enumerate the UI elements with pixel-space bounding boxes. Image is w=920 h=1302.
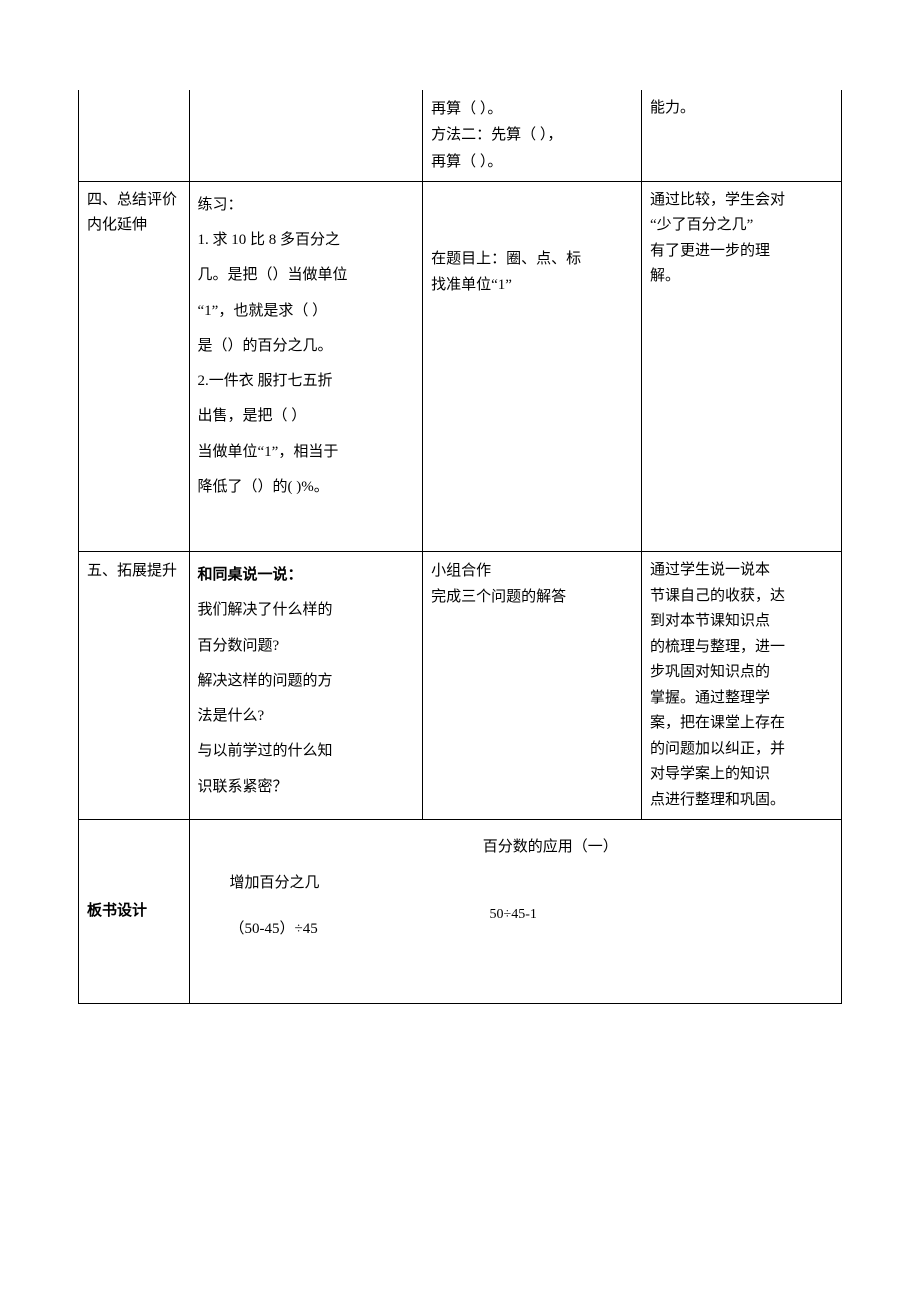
cell-design-intent: 通过比较，学生会对 “少了百分之几” 有了更进一步的理 解。 bbox=[642, 181, 842, 551]
cell-teacher-activity bbox=[189, 90, 423, 181]
text-line: 在题目上：圈、点、标 bbox=[431, 246, 633, 272]
cell-teacher-activity: 练习： 1. 求 10 比 8 多百分之 几。是把（）当做单位 “1”，也就是求… bbox=[189, 181, 423, 551]
text-line: 小组合作 bbox=[431, 558, 633, 584]
text-line: 找准单位“1” bbox=[431, 272, 633, 298]
table-row: 板书设计 百分数的应用（一） 增加百分之几 （50-45）÷45 50÷45-1 bbox=[79, 820, 842, 1004]
text-line-bold: 和同桌说一说： bbox=[198, 558, 415, 593]
text-line: 步巩固对知识点的 bbox=[650, 660, 833, 686]
text-line: 内化延伸 bbox=[87, 213, 181, 239]
text-line: 1. 求 10 比 8 多百分之 bbox=[198, 223, 415, 258]
text-line: 五、拓展提升 bbox=[87, 563, 177, 579]
board-design-label: 板书设计 bbox=[87, 903, 147, 919]
cell-board-label: 板书设计 bbox=[79, 820, 190, 1004]
text-line: 百分数问题? bbox=[198, 629, 415, 664]
text-line: 的问题加以纠正，并 bbox=[650, 737, 833, 763]
text-line: 识联系紧密？ bbox=[198, 770, 415, 805]
text-line: 当做单位“1”，相当于 bbox=[198, 435, 415, 470]
table-row: 四、总结评价 内化延伸 练习： 1. 求 10 比 8 多百分之 几。是把（）当… bbox=[79, 181, 842, 551]
cell-board-content: 百分数的应用（一） 增加百分之几 （50-45）÷45 50÷45-1 bbox=[189, 820, 842, 1004]
text-line: 到对本节课知识点 bbox=[650, 609, 833, 635]
board-title: 百分数的应用（一） bbox=[200, 834, 832, 862]
lesson-plan-table: 再算（ ）。 方法二：先算（ ）， 再算（ ）。 能力。 四、总结评价 内化延伸… bbox=[78, 90, 842, 1004]
text-line: 通过学生说一说本 bbox=[650, 558, 833, 584]
text-line: 我们解决了什么样的 bbox=[198, 593, 415, 628]
cell-stage: 四、总结评价 内化延伸 bbox=[79, 181, 190, 551]
cell-student-activity: 小组合作 完成三个问题的解答 bbox=[423, 552, 642, 820]
text-line: 出售，是把（ ） bbox=[198, 399, 415, 434]
text-line: 再算（ ）。 bbox=[431, 149, 633, 175]
cell-design-intent: 能力。 bbox=[642, 90, 842, 181]
text-line: 解决这样的问题的方 bbox=[198, 664, 415, 699]
cell-teacher-activity: 和同桌说一说： 我们解决了什么样的 百分数问题? 解决这样的问题的方 法是什么?… bbox=[189, 552, 423, 820]
text-line: （50-45）÷45 bbox=[230, 916, 320, 944]
text-line: 能力。 bbox=[650, 100, 695, 116]
text-line: 掌握。通过整理学 bbox=[650, 686, 833, 712]
text-line: 完成三个问题的解答 bbox=[431, 584, 633, 610]
text-line: 案，把在课堂上存在 bbox=[650, 711, 833, 737]
text-line: 有了更进一步的理 bbox=[650, 239, 833, 265]
table-row: 五、拓展提升 和同桌说一说： 我们解决了什么样的 百分数问题? 解决这样的问题的… bbox=[79, 552, 842, 820]
text-line: 对导学案上的知识 bbox=[650, 762, 833, 788]
text-line: 四、总结评价 bbox=[87, 188, 181, 214]
text-line: 2.一件衣 服打七五折 bbox=[198, 364, 415, 399]
board-left-block: 增加百分之几 （50-45）÷45 bbox=[200, 870, 320, 944]
cell-design-intent: 通过学生说一说本 节课自己的收获，达 到对本节课知识点 的梳理与整理，进一 步巩… bbox=[642, 552, 842, 820]
text-line: 再算（ ）。 bbox=[431, 96, 633, 122]
text-line: 几。是把（）当做单位 bbox=[198, 258, 415, 293]
table-row: 再算（ ）。 方法二：先算（ ）， 再算（ ）。 能力。 bbox=[79, 90, 842, 181]
cell-student-activity: 在题目上：圈、点、标 找准单位“1” bbox=[423, 181, 642, 551]
text-line: 的梳理与整理，进一 bbox=[650, 635, 833, 661]
text-line: 增加百分之几 bbox=[230, 870, 320, 898]
text-line: 降低了（）的( )%。 bbox=[198, 470, 415, 505]
cell-student-activity: 再算（ ）。 方法二：先算（ ）， 再算（ ）。 bbox=[423, 90, 642, 181]
text-line: 方法二：先算（ ）， bbox=[431, 122, 633, 148]
text-line: 法是什么? bbox=[198, 699, 415, 734]
text-line: “少了百分之几” bbox=[650, 213, 833, 239]
text-line: 通过比较，学生会对 bbox=[650, 188, 833, 214]
text-line: 50÷45-1 bbox=[490, 907, 537, 922]
text-line: 是（）的百分之几。 bbox=[198, 329, 415, 364]
cell-stage: 五、拓展提升 bbox=[79, 552, 190, 820]
cell-stage bbox=[79, 90, 190, 181]
text-line: 节课自己的收获，达 bbox=[650, 584, 833, 610]
text-line: 解。 bbox=[650, 264, 833, 290]
text-line: 与以前学过的什么知 bbox=[198, 734, 415, 769]
board-right-block: 50÷45-1 bbox=[320, 870, 831, 944]
text-line: 练习： bbox=[198, 188, 415, 223]
text-line: “1”，也就是求（ ） bbox=[198, 294, 415, 329]
text-line: 点进行整理和巩固。 bbox=[650, 788, 833, 814]
